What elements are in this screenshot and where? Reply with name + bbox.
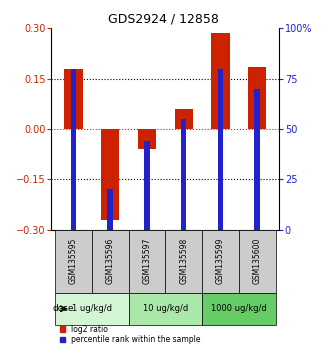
Text: GSM135598: GSM135598 — [179, 238, 188, 284]
Bar — [248, 67, 266, 129]
FancyBboxPatch shape — [55, 293, 128, 325]
Bar — [108, 189, 113, 230]
FancyBboxPatch shape — [92, 230, 128, 293]
FancyBboxPatch shape — [202, 230, 239, 293]
Text: 1000 ug/kg/d: 1000 ug/kg/d — [211, 304, 267, 313]
Bar — [101, 129, 119, 219]
FancyBboxPatch shape — [165, 230, 202, 293]
Bar — [218, 69, 223, 230]
Bar — [175, 109, 193, 129]
FancyBboxPatch shape — [202, 293, 276, 325]
Legend: log2 ratio, percentile rank within the sample: log2 ratio, percentile rank within the s… — [60, 325, 201, 344]
Text: dose: dose — [52, 304, 74, 313]
Text: GSM135597: GSM135597 — [143, 238, 152, 285]
Text: GSM135596: GSM135596 — [106, 238, 115, 285]
Bar — [181, 119, 187, 230]
Text: 10 ug/kg/d: 10 ug/kg/d — [143, 304, 188, 313]
Bar — [255, 89, 260, 230]
FancyBboxPatch shape — [128, 293, 202, 325]
FancyBboxPatch shape — [55, 230, 92, 293]
Bar — [138, 129, 156, 149]
Text: 1 ug/kg/d: 1 ug/kg/d — [72, 304, 112, 313]
Text: GSM135595: GSM135595 — [69, 238, 78, 285]
Text: GDS2924 / 12858: GDS2924 / 12858 — [108, 12, 219, 25]
FancyBboxPatch shape — [128, 230, 165, 293]
Text: GSM135599: GSM135599 — [216, 238, 225, 285]
Bar — [144, 141, 150, 230]
Bar — [64, 69, 82, 129]
FancyBboxPatch shape — [239, 230, 276, 293]
Bar — [211, 33, 230, 129]
Bar — [71, 69, 76, 230]
Text: GSM135600: GSM135600 — [253, 238, 262, 285]
